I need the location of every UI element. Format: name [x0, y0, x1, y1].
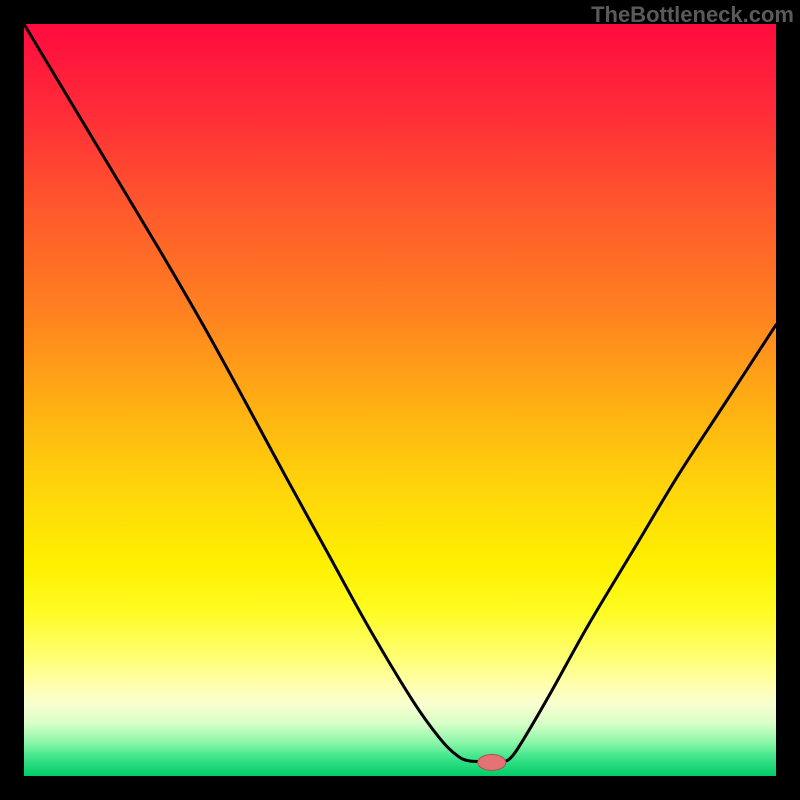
bottleneck-chart: TheBottleneck.com [0, 0, 800, 800]
optimal-point-marker [478, 754, 506, 770]
watermark-label: TheBottleneck.com [591, 2, 794, 28]
plot-background [24, 24, 776, 776]
chart-svg [0, 0, 800, 800]
